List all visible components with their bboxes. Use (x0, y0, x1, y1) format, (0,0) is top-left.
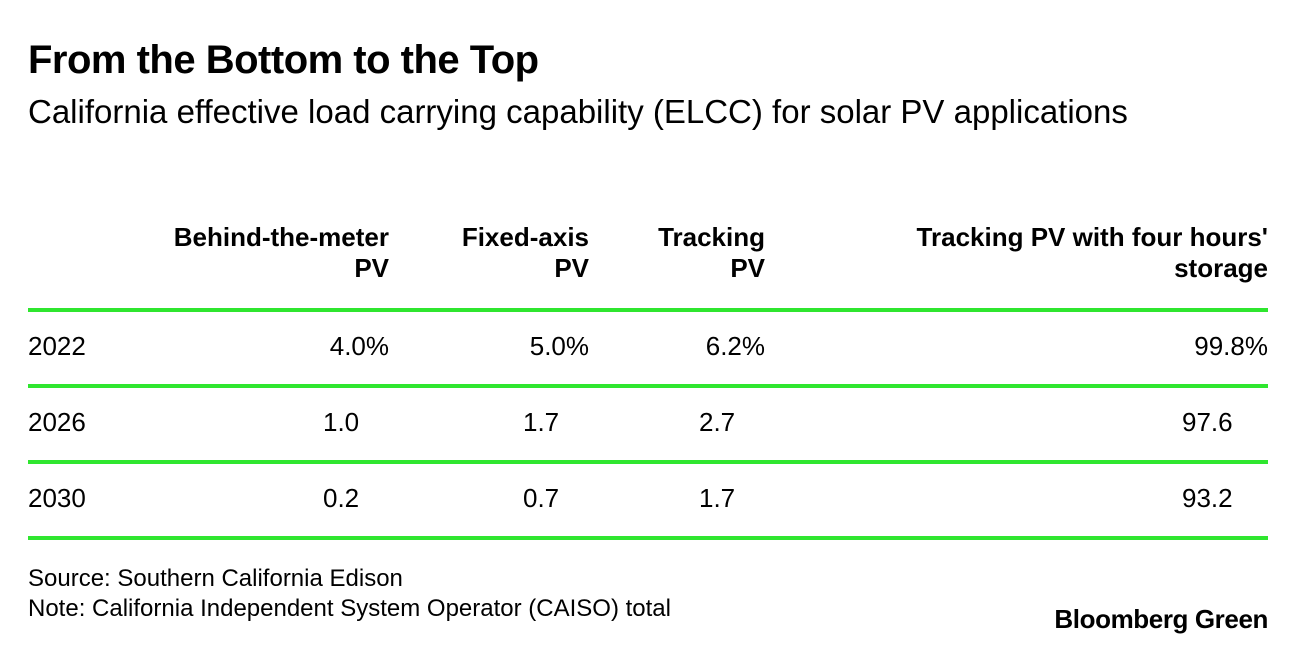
cell-2022-tracking-storage: 99.8% (1194, 331, 1268, 361)
column-header-tracking: Tracking PV (658, 222, 765, 284)
cell-2030-behind-the-meter: 0.2 (323, 483, 360, 513)
cell-2026-tracking-storage: 97.6 (1182, 407, 1233, 437)
cell-2022-fixed-axis: 5.0% (529, 331, 589, 361)
row-label-2030: 2030 (28, 483, 86, 513)
row-divider (28, 308, 1268, 312)
column-header-line: Tracking PV with four hours' (916, 222, 1268, 252)
caiso-note: Note: California Independent System Oper… (28, 595, 671, 622)
column-header-line: Tracking (658, 222, 765, 252)
bloomberg-green-logo: Bloomberg Green (1054, 604, 1268, 634)
column-header-line: PV (354, 253, 389, 283)
column-header-fixed-axis: Fixed-axis PV (462, 222, 589, 284)
chart-subtitle: California effective load carrying capab… (28, 93, 1128, 130)
column-header-line: Behind-the-meter (173, 222, 389, 252)
cell-2022-behind-the-meter: 4.0% (329, 331, 389, 361)
row-label-2022: 2022 (28, 331, 86, 361)
cell-2026-tracking: 2.7 (699, 407, 736, 437)
chart-footer: Source: Southern California Edison Note:… (28, 564, 671, 624)
source-note: Source: Southern California Edison (28, 565, 403, 592)
cell-2030-fixed-axis: 0.7 (523, 483, 560, 513)
row-label-2026: 2026 (28, 407, 86, 437)
cell-2026-fixed-axis: 1.7 (523, 407, 560, 437)
row-divider (28, 536, 1268, 540)
chart-title: From the Bottom to the Top (28, 38, 539, 82)
cell-2030-tracking-storage: 93.2 (1182, 483, 1233, 513)
column-header-tracking-storage: Tracking PV with four hours' storage (917, 222, 1268, 284)
row-divider (28, 460, 1268, 464)
cell-2026-behind-the-meter: 1.0 (323, 407, 360, 437)
column-header-line: Fixed-axis (461, 222, 589, 252)
column-header-line: storage (1174, 253, 1268, 283)
row-divider (28, 384, 1268, 388)
cell-2030-tracking: 1.7 (699, 483, 736, 513)
column-header-line: PV (730, 253, 765, 283)
column-header-behind-the-meter: Behind-the-meter PV (174, 222, 389, 284)
column-header-line: PV (554, 253, 589, 283)
cell-2022-tracking: 6.2% (705, 331, 765, 361)
